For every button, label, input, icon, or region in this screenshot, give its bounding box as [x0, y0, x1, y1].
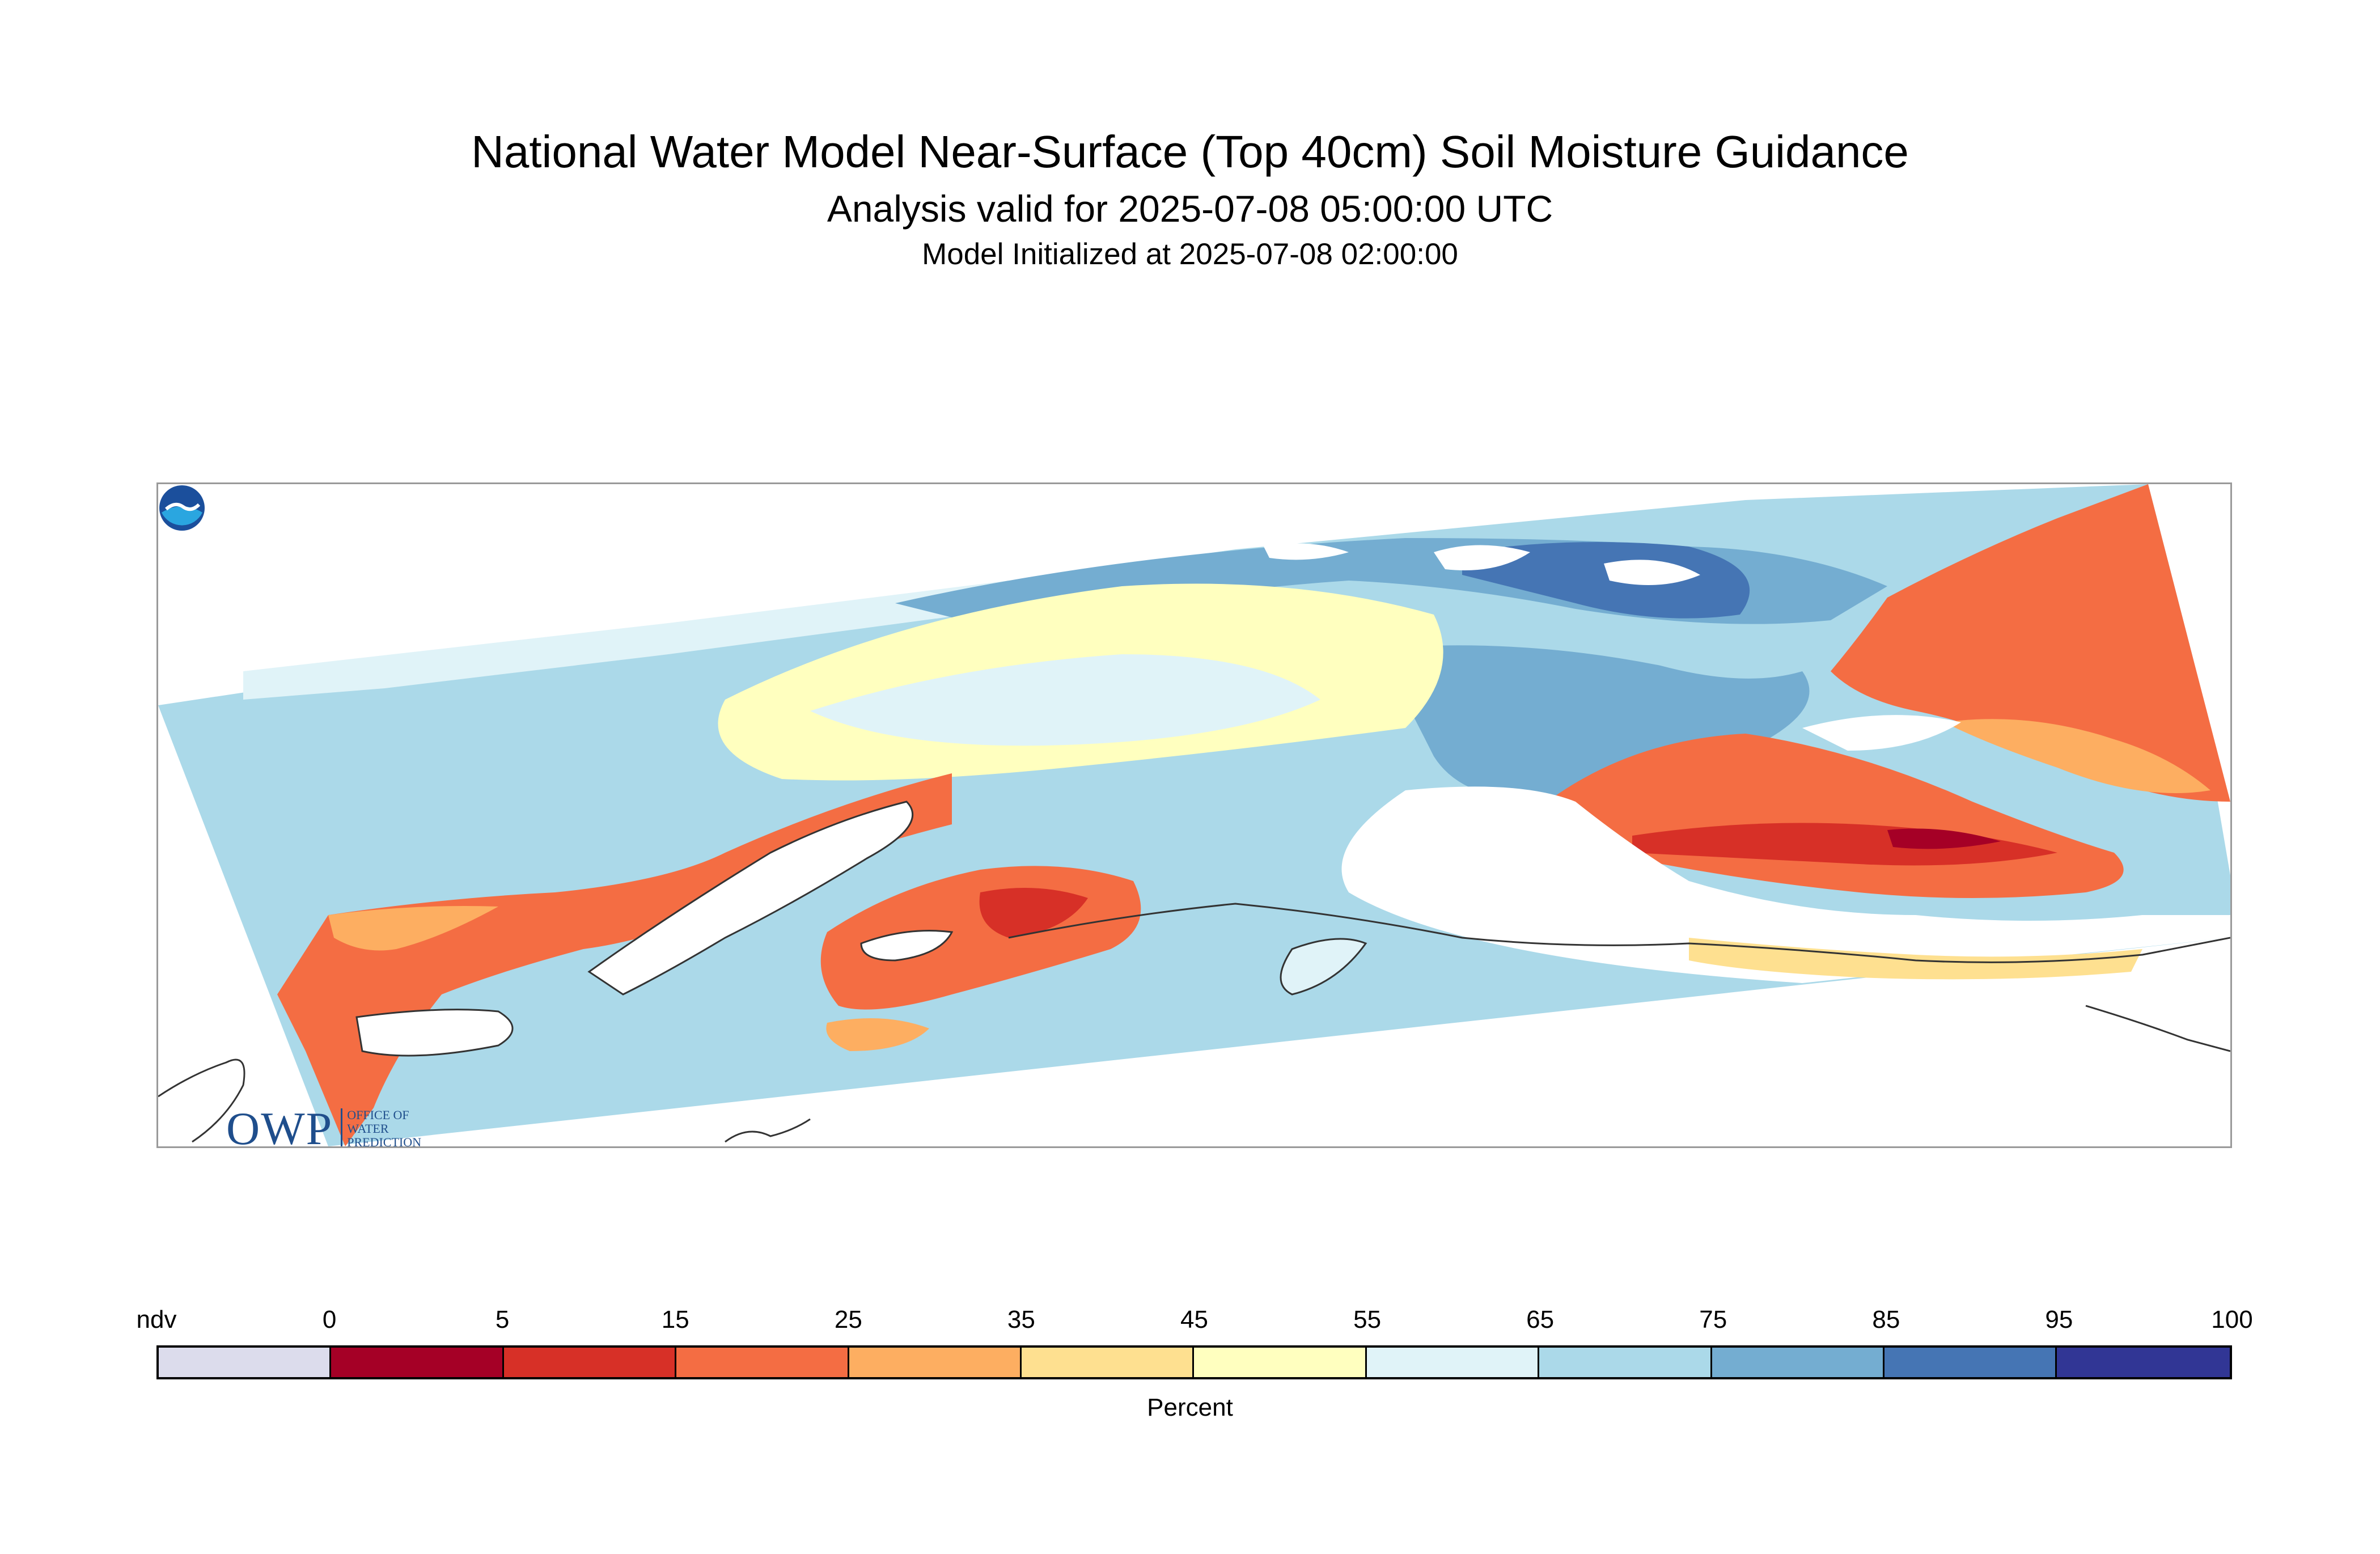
- colorbar-tick-labels: ndv 0 5 15 25 35 45 55 65 75 85 95 100: [0, 1306, 2380, 1340]
- colorbar-tick-label: 35: [1007, 1306, 1035, 1333]
- colorbar-tick-label: 100: [2211, 1306, 2253, 1333]
- east-moderate: [1944, 719, 2210, 793]
- noaa-logo-icon: [159, 485, 205, 531]
- colorbar-segment: [159, 1348, 332, 1377]
- northern-fringe: [243, 581, 1009, 700]
- colorbar-segment: [1712, 1348, 1885, 1377]
- colorbar: [156, 1345, 2232, 1379]
- south-coast-fringe: [1689, 938, 2142, 980]
- inlet-water: [587, 801, 913, 996]
- colorbar-segment: [1366, 1348, 1540, 1377]
- colorbar-tick-label: 55: [1353, 1306, 1382, 1333]
- colorbar-tick-label: 85: [1872, 1306, 1900, 1333]
- colorbar-segment: [503, 1348, 677, 1377]
- colorbar-segment: [849, 1348, 1022, 1377]
- owp-logo-mark: OWP: [226, 1103, 333, 1148]
- colorbar-title: Percent: [1147, 1394, 1233, 1421]
- colorbar-segment: [1194, 1348, 1367, 1377]
- colorbar-segment: [676, 1348, 849, 1377]
- coastline-southeast: [2085, 1005, 2230, 1052]
- peninsula-moderate: [826, 1018, 929, 1051]
- north-snow: [1264, 543, 1700, 585]
- colorbar-segment: [1022, 1348, 1195, 1377]
- owp-logo-text: OFFICE OF WATER PREDICTION: [341, 1108, 421, 1146]
- colorbar-tick-label: 95: [2045, 1306, 2073, 1333]
- upper-snowfield: [1802, 715, 1961, 751]
- map-canvas: [158, 484, 2230, 1146]
- very-wet-patch-1: [1462, 542, 1750, 619]
- colorbar-tick-label: 0: [322, 1306, 337, 1333]
- analysis-valid-time: Analysis valid for 2025-07-08 05:00:00 U…: [827, 188, 1553, 230]
- colorbar-tick-label: 75: [1699, 1306, 1727, 1333]
- wet-band-east: [1377, 645, 1810, 802]
- colorbar-segment: [1884, 1348, 2057, 1377]
- bristol-bay: [355, 1009, 514, 1057]
- east-dry-region: [1831, 484, 2230, 802]
- south-snowfields: [1341, 786, 2230, 983]
- southcentral-streak: [1887, 828, 2001, 849]
- colorbar-segment: [1539, 1348, 1712, 1377]
- map-title: National Water Model Near-Surface (Top 4…: [471, 126, 1909, 177]
- model-init-time: Model Initialized at 2025-07-08 02:00:00: [922, 238, 1458, 271]
- colorbar-tick-label: 15: [661, 1306, 689, 1333]
- colorbar-segment: [331, 1348, 504, 1377]
- colorbar-tick-label: ndv: [136, 1306, 177, 1333]
- colorbar-segment: [2057, 1348, 2230, 1377]
- colorbar-tick-label: 65: [1526, 1306, 1555, 1333]
- island-kodiak: [1280, 938, 1367, 996]
- coastline-sw: [158, 1058, 245, 1143]
- colorbar-tick-label: 25: [834, 1306, 862, 1333]
- interior-lightblue: [810, 654, 1320, 746]
- colorbar-tick-label: 45: [1180, 1306, 1208, 1333]
- coastline-kenai: [725, 1118, 811, 1143]
- southwest-moderate: [328, 906, 498, 951]
- coastline-south: [1008, 903, 2230, 963]
- lake-iliamna: [860, 930, 954, 962]
- owp-logo: OWP OFFICE OF WATER PREDICTION: [226, 1102, 421, 1148]
- colorbar-tick-label: 5: [495, 1306, 510, 1333]
- peninsula-very-dry: [979, 888, 1088, 938]
- soil-moisture-map: OWP OFFICE OF WATER PREDICTION: [156, 482, 2232, 1148]
